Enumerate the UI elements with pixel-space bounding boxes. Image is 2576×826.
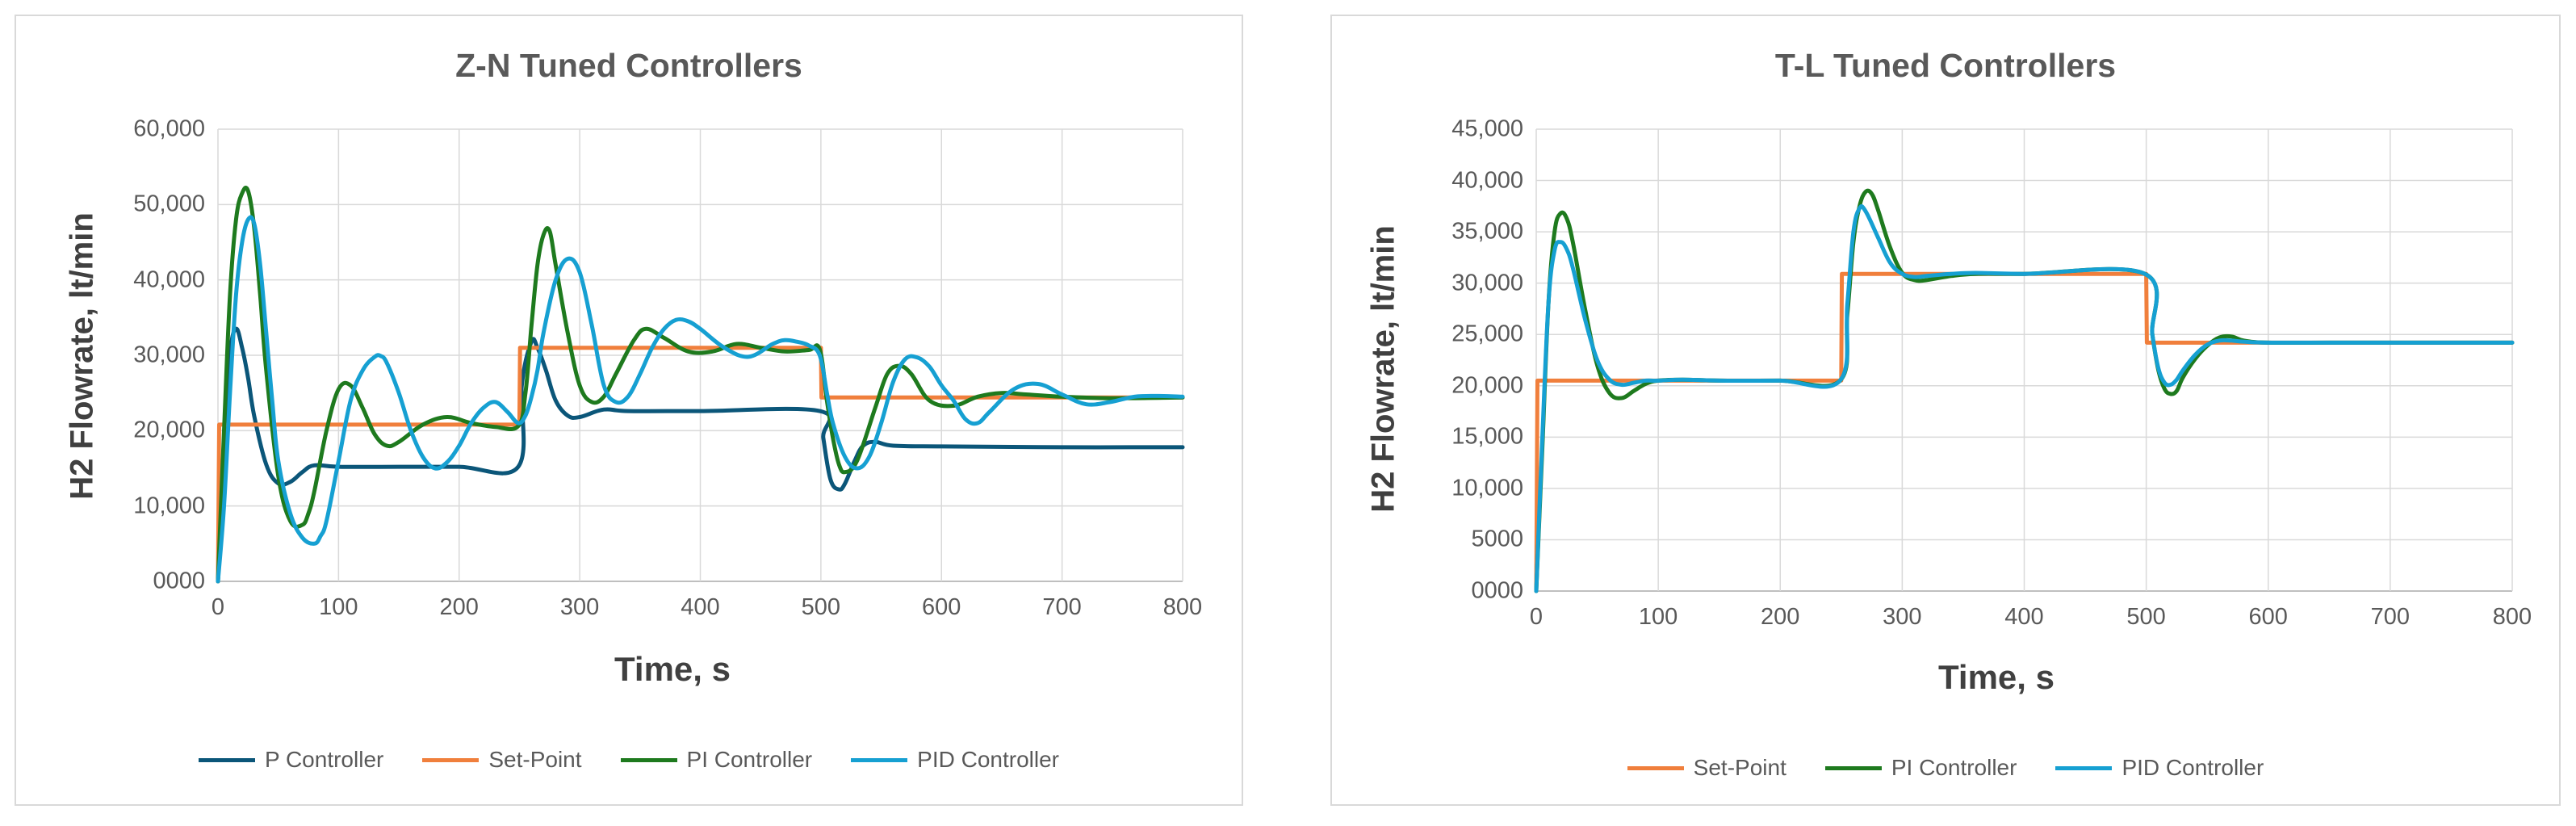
legend-swatch [422,757,480,762]
x-tick-label-tl: 500 [2126,604,2166,630]
y-tick-label-tl: 35,000 [1451,218,1523,245]
legend-label: P Controller [265,747,384,772]
chart-title-zn: Z-N Tuned Controllers [455,47,802,84]
x-tick-label-tl: 600 [2248,604,2288,630]
series-line-p-controller-zn [216,326,1185,584]
x-tick-label-zn: 300 [559,594,600,620]
y-tick-label-zn: 40,000 [133,266,205,293]
legend-item-pi-controller: PI Controller [620,747,813,773]
chart-panel-zn: Z-N Tuned Controllers H2 Flowrate, lt/mi… [15,15,1243,806]
series-line-set-point-tl [1534,271,2515,593]
y-tick-label-zn: 30,000 [133,342,205,368]
x-tick-label-zn: 700 [1042,594,1082,620]
x-tick-label-zn: 800 [1162,594,1203,620]
x-tick-label-tl: 300 [1883,604,1922,630]
y-tick-label-zn: 0000 [153,568,205,594]
y-tick-label-zn: 20,000 [133,417,205,443]
x-tick-label-tl: 0 [1529,604,1544,630]
y-tick-label-tl: 45,000 [1451,115,1523,142]
y-tick-label-tl: 10,000 [1451,475,1523,501]
legend-label: Set-Point [488,747,582,772]
legend-swatch [1824,765,1882,770]
legend-tl: Set-Point PI Controller PID Controller [1332,755,2559,781]
legend-swatch [199,757,256,762]
legend-item-p-controller: P Controller [199,747,383,773]
legend-swatch [620,757,677,762]
y-tick-label-tl: 0000 [1471,577,1523,604]
legend-zn: P Controller Set-Point PI Controller PID Co… [16,747,1242,773]
x-tick-label-tl: 800 [2492,604,2532,630]
x-tick-label-zn: 100 [319,594,358,620]
legend-swatch [1627,765,1684,770]
x-tick-label-zn: 400 [681,594,720,620]
y-tick-label-zn: 60,000 [133,115,205,142]
y-tick-label-zn: 50,000 [133,191,205,217]
series-line-set-point-zn [216,346,1185,584]
y-tick-label-zn: 10,000 [133,493,205,519]
legend-item-pid-controller: PID Controller [2055,755,2264,781]
y-axis-label-tl: H2 Flowrate, lt/min [1365,225,1401,513]
legend-swatch [851,757,908,762]
y-tick-label-tl: 40,000 [1451,167,1523,194]
chart-plot-tl [1534,128,2515,593]
chart-panel-tl: T-L Tuned Controllers H2 Flowrate, lt/mi… [1330,15,2561,806]
legend-item-set-point: Set-Point [422,747,582,773]
x-tick-label-zn: 600 [922,594,961,620]
x-axis-label-tl: Time, s [1938,658,2055,696]
legend-swatch [2055,765,2113,770]
x-tick-label-zn: 200 [439,594,479,620]
x-tick-label-zn: 500 [801,594,841,620]
series-line-pi-controller-zn [216,185,1185,584]
y-tick-label-tl: 5000 [1471,526,1523,552]
x-tick-label-tl: 700 [2370,604,2411,630]
y-tick-label-tl: 15,000 [1451,423,1523,450]
x-tick-label-tl: 200 [1761,604,1800,630]
y-tick-label-tl: 20,000 [1451,372,1523,399]
y-tick-label-tl: 30,000 [1451,270,1523,296]
legend-label: Set-Point [1693,755,1786,780]
y-tick-label-tl: 25,000 [1451,321,1523,347]
chart-plot-zn [216,128,1185,584]
x-axis-label-zn: Time, s [614,650,731,688]
legend-label: PI Controller [1891,755,2017,780]
legend-item-pi-controller: PI Controller [1824,755,2017,781]
legend-label: PID Controller [917,747,1059,772]
x-tick-label-tl: 100 [1638,604,1678,630]
legend-label: PI Controller [686,747,813,772]
series-line-pid-controller-zn [216,215,1185,584]
series-line-pid-controller-tl [1534,203,2515,593]
x-tick-label-zn: 0 [211,594,225,620]
legend-item-pid-controller: PID Controller [851,747,1059,773]
chart-title-tl: T-L Tuned Controllers [1774,47,2117,84]
x-tick-label-tl: 400 [2004,604,2044,630]
legend-label: PID Controller [2122,755,2264,780]
legend-item-set-point: Set-Point [1627,755,1786,781]
series-line-pi-controller-tl [1534,188,2515,593]
